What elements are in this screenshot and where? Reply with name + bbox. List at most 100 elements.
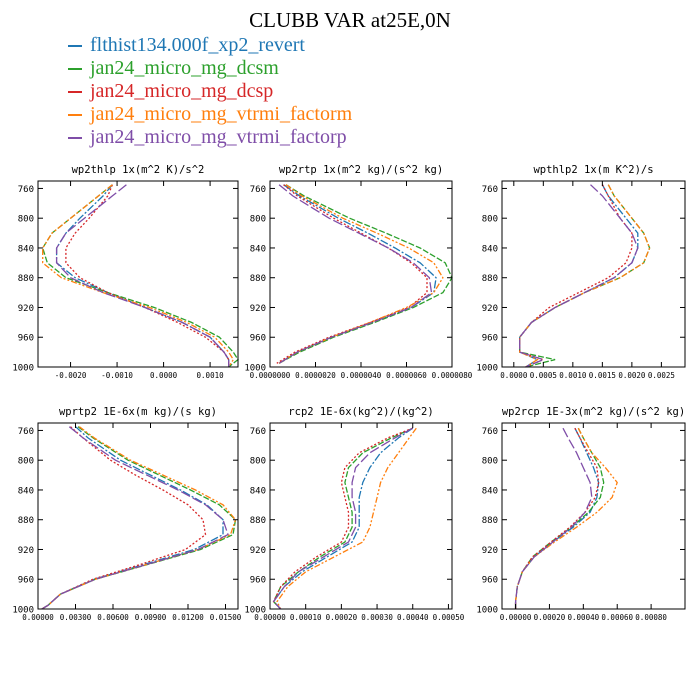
y-tick-label: 880 <box>18 274 34 284</box>
series-line-5 <box>278 184 433 364</box>
panel-title: wprtp2 1E-6x(m kg)/(s kg) <box>59 406 217 418</box>
legend-label-1: flthist134.000f_xp2_revert <box>90 34 305 56</box>
y-tick-label: 880 <box>250 274 266 284</box>
y-tick-label: 960 <box>250 334 266 344</box>
legend-swatch-4 <box>68 113 82 116</box>
x-tick-label: 0.00080 <box>635 613 667 622</box>
series-line-4 <box>41 426 237 610</box>
series-line-1 <box>514 427 600 609</box>
y-tick-label: 840 <box>18 486 34 496</box>
legend-item-5: jan24_micro_mg_vtrmi_factorp <box>68 126 352 149</box>
legend-label-4: jan24_micro_mg_vtrmi_factorm <box>90 103 353 125</box>
x-tick-label: 0.00040 <box>568 613 600 622</box>
y-tick-label: 920 <box>250 546 266 556</box>
y-tick-label: 920 <box>18 304 34 314</box>
y-tick-label: 960 <box>482 334 498 344</box>
series-line-1 <box>41 426 224 610</box>
series-line-5 <box>519 184 639 368</box>
y-tick-label: 760 <box>482 427 498 437</box>
legend-swatch-5 <box>68 136 82 139</box>
series-line-1 <box>519 184 639 368</box>
x-tick-label: 0.00900 <box>135 613 167 622</box>
legend-item-3: jan24_micro_mg_dcsp <box>68 80 352 103</box>
plot-frame <box>37 180 239 368</box>
x-tick-label: -0.0020 <box>55 371 87 380</box>
x-tick-label: 0.0000 <box>500 371 528 380</box>
series-line-4 <box>278 184 444 364</box>
y-tick-label: 760 <box>250 185 266 195</box>
series-line-4 <box>276 427 417 610</box>
legend-label-2: jan24_micro_mg_dcsm <box>90 57 279 79</box>
plot-frame <box>501 180 686 368</box>
series-line-5 <box>514 427 593 609</box>
legend-label-5: jan24_micro_mg_vtrmi_factorp <box>90 126 347 148</box>
y-tick-label: 840 <box>250 244 266 254</box>
y-tick-label: 800 <box>250 215 266 225</box>
legend-item-2: jan24_micro_mg_dcsm <box>68 57 352 80</box>
x-tick-label: 0.0020 <box>618 371 646 380</box>
series-line-5 <box>41 426 229 610</box>
series-line-2 <box>514 427 605 609</box>
x-tick-label: 0.00000 <box>254 613 286 622</box>
y-tick-label: 760 <box>250 427 266 437</box>
legend-swatch-1 <box>68 44 82 47</box>
x-tick-label: 0.0000000 <box>250 371 291 380</box>
y-tick-label: 880 <box>18 516 34 526</box>
page-title: CLUBB VAR at25E,0N <box>249 8 451 32</box>
x-tick-label: 0.0010 <box>197 371 225 380</box>
y-tick-label: 800 <box>18 457 34 467</box>
x-tick-label: 0.0005 <box>530 371 557 380</box>
series-line-4 <box>514 427 618 609</box>
y-tick-label: 1000 <box>12 364 34 374</box>
panel-3: wpthlp2 1x(m K^2)/s 760 800 840 880 920 960 100… <box>476 164 686 380</box>
y-tick-label: 920 <box>482 546 498 556</box>
y-tick-label: 840 <box>18 244 34 254</box>
plot-frame <box>37 422 239 610</box>
x-tick-label: 0.0000040 <box>341 371 382 380</box>
panel-title: wp2rcp 1E-3x(m^2 kg)/(s^2 kg) <box>502 406 685 418</box>
y-tick-label: 1000 <box>476 606 498 616</box>
x-tick-label: 0.00600 <box>97 613 129 622</box>
series-line-3 <box>514 427 600 609</box>
y-tick-label: 960 <box>482 576 498 586</box>
series-line-1 <box>272 427 414 610</box>
x-tick-label: 0.01200 <box>172 613 204 622</box>
x-tick-label: 0.0000080 <box>432 371 473 380</box>
y-tick-label: 760 <box>482 185 498 195</box>
panel-title: wp2rtp 1x(m^2 kg)/(s^2 kg) <box>279 164 443 176</box>
series-line-2 <box>272 427 413 610</box>
y-tick-label: 1000 <box>476 364 498 374</box>
x-tick-label: 0.00040 <box>397 613 429 622</box>
y-tick-label: 760 <box>18 427 34 437</box>
x-tick-label: 0.00020 <box>326 613 358 622</box>
legend: flthist134.000f_xp2_revert jan24_micro_m… <box>68 34 352 149</box>
y-tick-label: 960 <box>250 576 266 586</box>
x-tick-label: 0.0000020 <box>295 371 336 380</box>
series-line-5 <box>272 427 414 610</box>
series-line-4 <box>519 184 651 368</box>
plot-frame <box>501 422 686 610</box>
panel-2: wp2rtp 1x(m^2 kg)/(s^2 kg) 760 800 840 880 92… <box>244 164 472 380</box>
y-tick-label: 1000 <box>12 606 34 616</box>
series-line-3 <box>272 427 413 610</box>
x-tick-label: 0.01500 <box>210 613 242 622</box>
y-tick-label: 960 <box>18 576 34 586</box>
x-tick-label: 0.00030 <box>361 613 393 622</box>
y-tick-label: 800 <box>482 215 498 225</box>
x-tick-label: 0.0000 <box>150 371 178 380</box>
y-tick-label: 1000 <box>244 606 266 616</box>
x-tick-label: 0.00010 <box>290 613 322 622</box>
series-line-3 <box>41 426 207 610</box>
panel-title: wp2thlp 1x(m^2 K)/s^2 <box>72 164 205 176</box>
legend-swatch-2 <box>68 67 82 70</box>
panel-6: wp2rcp 1E-3x(m^2 kg)/(s^2 kg) 760 800 840 88… <box>476 406 686 622</box>
x-tick-label: 0.0025 <box>648 371 675 380</box>
x-tick-label: 0.00000 <box>22 613 54 622</box>
y-tick-label: 1000 <box>244 364 266 374</box>
y-tick-label: 800 <box>250 457 266 467</box>
y-tick-label: 920 <box>482 304 498 314</box>
y-tick-label: 880 <box>250 516 266 526</box>
series-line-1 <box>55 184 230 367</box>
x-tick-label: 0.00060 <box>601 613 633 622</box>
